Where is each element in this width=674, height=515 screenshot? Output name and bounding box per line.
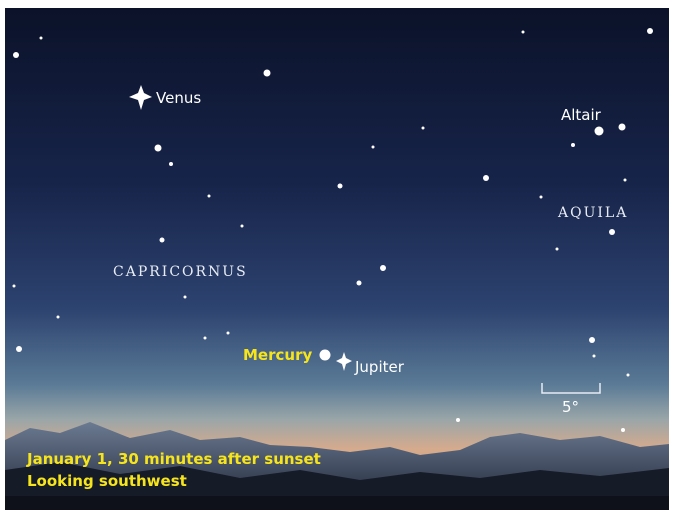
sky-chart: Venus Altair AQUILA CAPRICORNUS Mercury … xyxy=(0,0,674,515)
label-venus: Venus xyxy=(156,89,201,107)
label-altair: Altair xyxy=(561,106,602,124)
label-aquila: AQUILA xyxy=(557,205,628,221)
caption-line2: Looking southwest xyxy=(27,472,187,490)
label-mercury: Mercury xyxy=(243,346,312,364)
mercury-marker xyxy=(320,350,331,361)
ground xyxy=(5,496,669,510)
caption-line1: January 1, 30 minutes after sunset xyxy=(26,450,321,468)
label-capricornus: CAPRICORNUS xyxy=(113,264,248,280)
label-jupiter: Jupiter xyxy=(354,358,405,376)
label-scale: 5° xyxy=(562,398,579,416)
